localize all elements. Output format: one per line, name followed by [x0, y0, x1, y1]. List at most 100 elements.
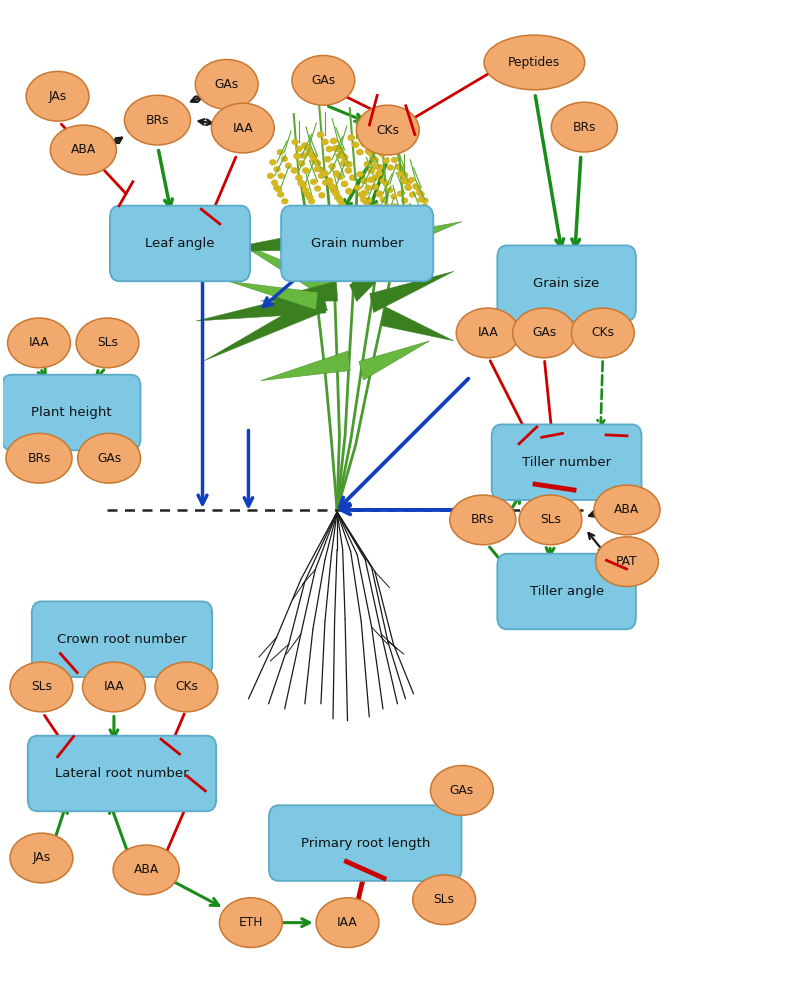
Ellipse shape [387, 227, 393, 233]
Ellipse shape [326, 146, 333, 152]
Text: IAA: IAA [233, 122, 253, 135]
Ellipse shape [409, 177, 415, 183]
Polygon shape [370, 271, 454, 313]
Ellipse shape [341, 160, 348, 166]
Ellipse shape [312, 205, 319, 211]
Ellipse shape [383, 158, 389, 164]
Ellipse shape [412, 227, 418, 233]
Ellipse shape [395, 164, 402, 170]
Ellipse shape [281, 156, 288, 162]
Ellipse shape [422, 198, 428, 203]
Ellipse shape [406, 179, 412, 185]
Ellipse shape [350, 175, 356, 181]
Text: ABA: ABA [134, 863, 159, 876]
Ellipse shape [308, 152, 315, 158]
Ellipse shape [294, 153, 301, 159]
Ellipse shape [319, 192, 325, 198]
Text: SLs: SLs [31, 680, 52, 693]
Text: GAs: GAs [450, 784, 474, 797]
Ellipse shape [321, 139, 328, 145]
Ellipse shape [356, 149, 363, 155]
Ellipse shape [334, 194, 341, 201]
Ellipse shape [277, 191, 284, 197]
Ellipse shape [124, 95, 191, 145]
Ellipse shape [399, 217, 406, 223]
Text: CKs: CKs [175, 680, 198, 693]
Ellipse shape [365, 148, 372, 154]
Ellipse shape [352, 142, 359, 148]
Ellipse shape [405, 184, 411, 190]
Ellipse shape [300, 153, 307, 159]
Ellipse shape [314, 160, 321, 166]
Ellipse shape [383, 181, 389, 187]
Ellipse shape [361, 141, 368, 147]
Text: SLs: SLs [434, 893, 455, 906]
Ellipse shape [426, 210, 431, 215]
Polygon shape [204, 292, 328, 361]
Ellipse shape [412, 183, 418, 189]
Ellipse shape [401, 172, 408, 178]
Ellipse shape [299, 182, 307, 188]
Ellipse shape [10, 833, 73, 883]
Ellipse shape [418, 197, 424, 202]
Ellipse shape [339, 201, 346, 208]
Ellipse shape [519, 495, 581, 545]
Ellipse shape [376, 191, 382, 196]
Ellipse shape [387, 165, 393, 170]
Ellipse shape [363, 198, 369, 204]
Ellipse shape [306, 150, 313, 156]
Ellipse shape [372, 175, 379, 181]
Ellipse shape [364, 161, 371, 167]
Ellipse shape [406, 204, 412, 210]
Ellipse shape [422, 203, 428, 209]
Text: IAA: IAA [478, 326, 498, 339]
Ellipse shape [371, 157, 379, 163]
Ellipse shape [364, 203, 371, 209]
Ellipse shape [356, 105, 419, 155]
Ellipse shape [375, 164, 383, 170]
Text: GAs: GAs [97, 452, 121, 465]
Text: Plant height: Plant height [31, 406, 112, 419]
Ellipse shape [369, 204, 376, 211]
Ellipse shape [418, 215, 424, 221]
Ellipse shape [397, 191, 404, 197]
FancyBboxPatch shape [32, 601, 212, 677]
Ellipse shape [330, 138, 337, 144]
Ellipse shape [399, 170, 406, 176]
Ellipse shape [316, 898, 379, 948]
Ellipse shape [317, 132, 324, 138]
Text: SLs: SLs [540, 513, 561, 526]
Ellipse shape [304, 191, 311, 197]
Ellipse shape [401, 178, 408, 184]
Ellipse shape [358, 192, 365, 198]
Ellipse shape [397, 165, 404, 171]
Ellipse shape [380, 214, 386, 220]
Text: JAs: JAs [49, 90, 67, 103]
Ellipse shape [457, 308, 519, 358]
Ellipse shape [267, 173, 274, 179]
Text: Tiller angle: Tiller angle [530, 585, 603, 598]
Ellipse shape [367, 177, 375, 183]
Text: Leaf angle: Leaf angle [145, 237, 215, 250]
Ellipse shape [397, 171, 403, 177]
Ellipse shape [78, 433, 140, 483]
Ellipse shape [7, 318, 71, 368]
Text: ETH: ETH [238, 916, 263, 929]
FancyBboxPatch shape [497, 554, 636, 629]
Ellipse shape [339, 152, 346, 158]
Ellipse shape [595, 537, 659, 587]
Ellipse shape [275, 186, 282, 192]
Ellipse shape [484, 35, 585, 90]
Ellipse shape [271, 180, 278, 186]
Ellipse shape [310, 153, 317, 159]
Ellipse shape [341, 181, 348, 187]
Ellipse shape [368, 168, 375, 174]
Text: ABA: ABA [71, 143, 96, 156]
Ellipse shape [367, 150, 375, 156]
Ellipse shape [360, 197, 367, 203]
Text: JAs: JAs [32, 851, 50, 864]
Ellipse shape [365, 197, 372, 204]
FancyBboxPatch shape [491, 424, 642, 500]
Text: Primary root length: Primary root length [301, 837, 430, 850]
Ellipse shape [401, 198, 408, 203]
